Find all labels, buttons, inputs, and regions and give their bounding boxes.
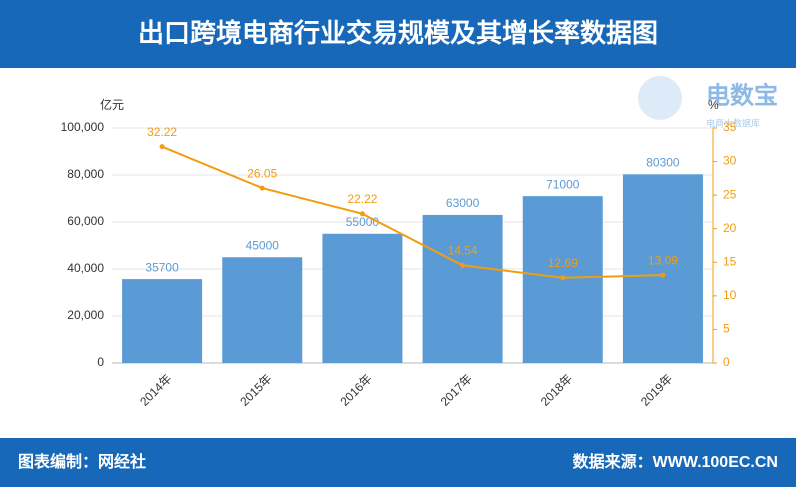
line-value-label: 12.69 <box>548 256 578 270</box>
bar <box>422 214 503 363</box>
bar-value-label: 45000 <box>246 238 280 252</box>
y-tick-label: 40,000 <box>67 261 104 275</box>
y2-tick-label: 25 <box>723 187 737 201</box>
line-value-label: 13.09 <box>648 253 678 267</box>
line-point <box>660 272 666 278</box>
y-tick-label: 0 <box>97 355 104 369</box>
logo-tagline: 电商大数据库 <box>706 117 760 128</box>
bar <box>622 174 703 363</box>
y-tick-label: 20,000 <box>67 308 104 322</box>
y-tick-label: 60,000 <box>67 214 104 228</box>
y2-tick-label: 0 <box>723 355 730 369</box>
line-point <box>159 144 165 150</box>
y-tick-label: 80,000 <box>67 167 104 181</box>
bar-value-label: 35700 <box>145 260 179 274</box>
page-title: 出口跨境电商行业交易规模及其增长率数据图 <box>138 18 658 48</box>
y2-tick-label: 20 <box>723 221 737 235</box>
y2-tick-label: 35 <box>723 120 737 134</box>
header-bar <box>0 0 796 68</box>
y2-tick-label: 15 <box>723 254 737 268</box>
y-axis-label: 亿元 <box>100 97 124 112</box>
y2-axis-label: % <box>708 98 719 112</box>
line <box>161 145 663 279</box>
footer-right: 数据来源：WWW.100EC.CN <box>573 452 778 471</box>
y2-tick-label: 30 <box>723 154 737 168</box>
bar-value-label: 71000 <box>546 177 580 191</box>
logo-cloud <box>638 76 682 120</box>
line-value-label: 26.05 <box>247 166 277 180</box>
bar-value-label: 55000 <box>346 215 380 229</box>
line-point <box>460 262 466 268</box>
footer-left: 图表编制：网经社 <box>18 452 146 471</box>
bar <box>322 233 403 363</box>
line-point <box>259 185 265 191</box>
line-value-label: 32.22 <box>147 125 177 139</box>
bar-value-label: 80300 <box>646 155 680 169</box>
y2-tick-label: 5 <box>723 322 730 336</box>
bar-value-label: 63000 <box>446 196 480 210</box>
line-value-label: 14.54 <box>448 244 478 258</box>
line-point <box>560 275 566 281</box>
footer-bar <box>0 438 796 487</box>
logo-brand: 电数宝 <box>706 81 778 109</box>
line-value-label: 22.22 <box>347 192 377 206</box>
y-tick-label: 100,000 <box>61 120 105 134</box>
bar <box>222 257 303 363</box>
bar <box>122 279 203 363</box>
y2-tick-label: 10 <box>723 288 737 302</box>
line-point <box>359 211 365 217</box>
